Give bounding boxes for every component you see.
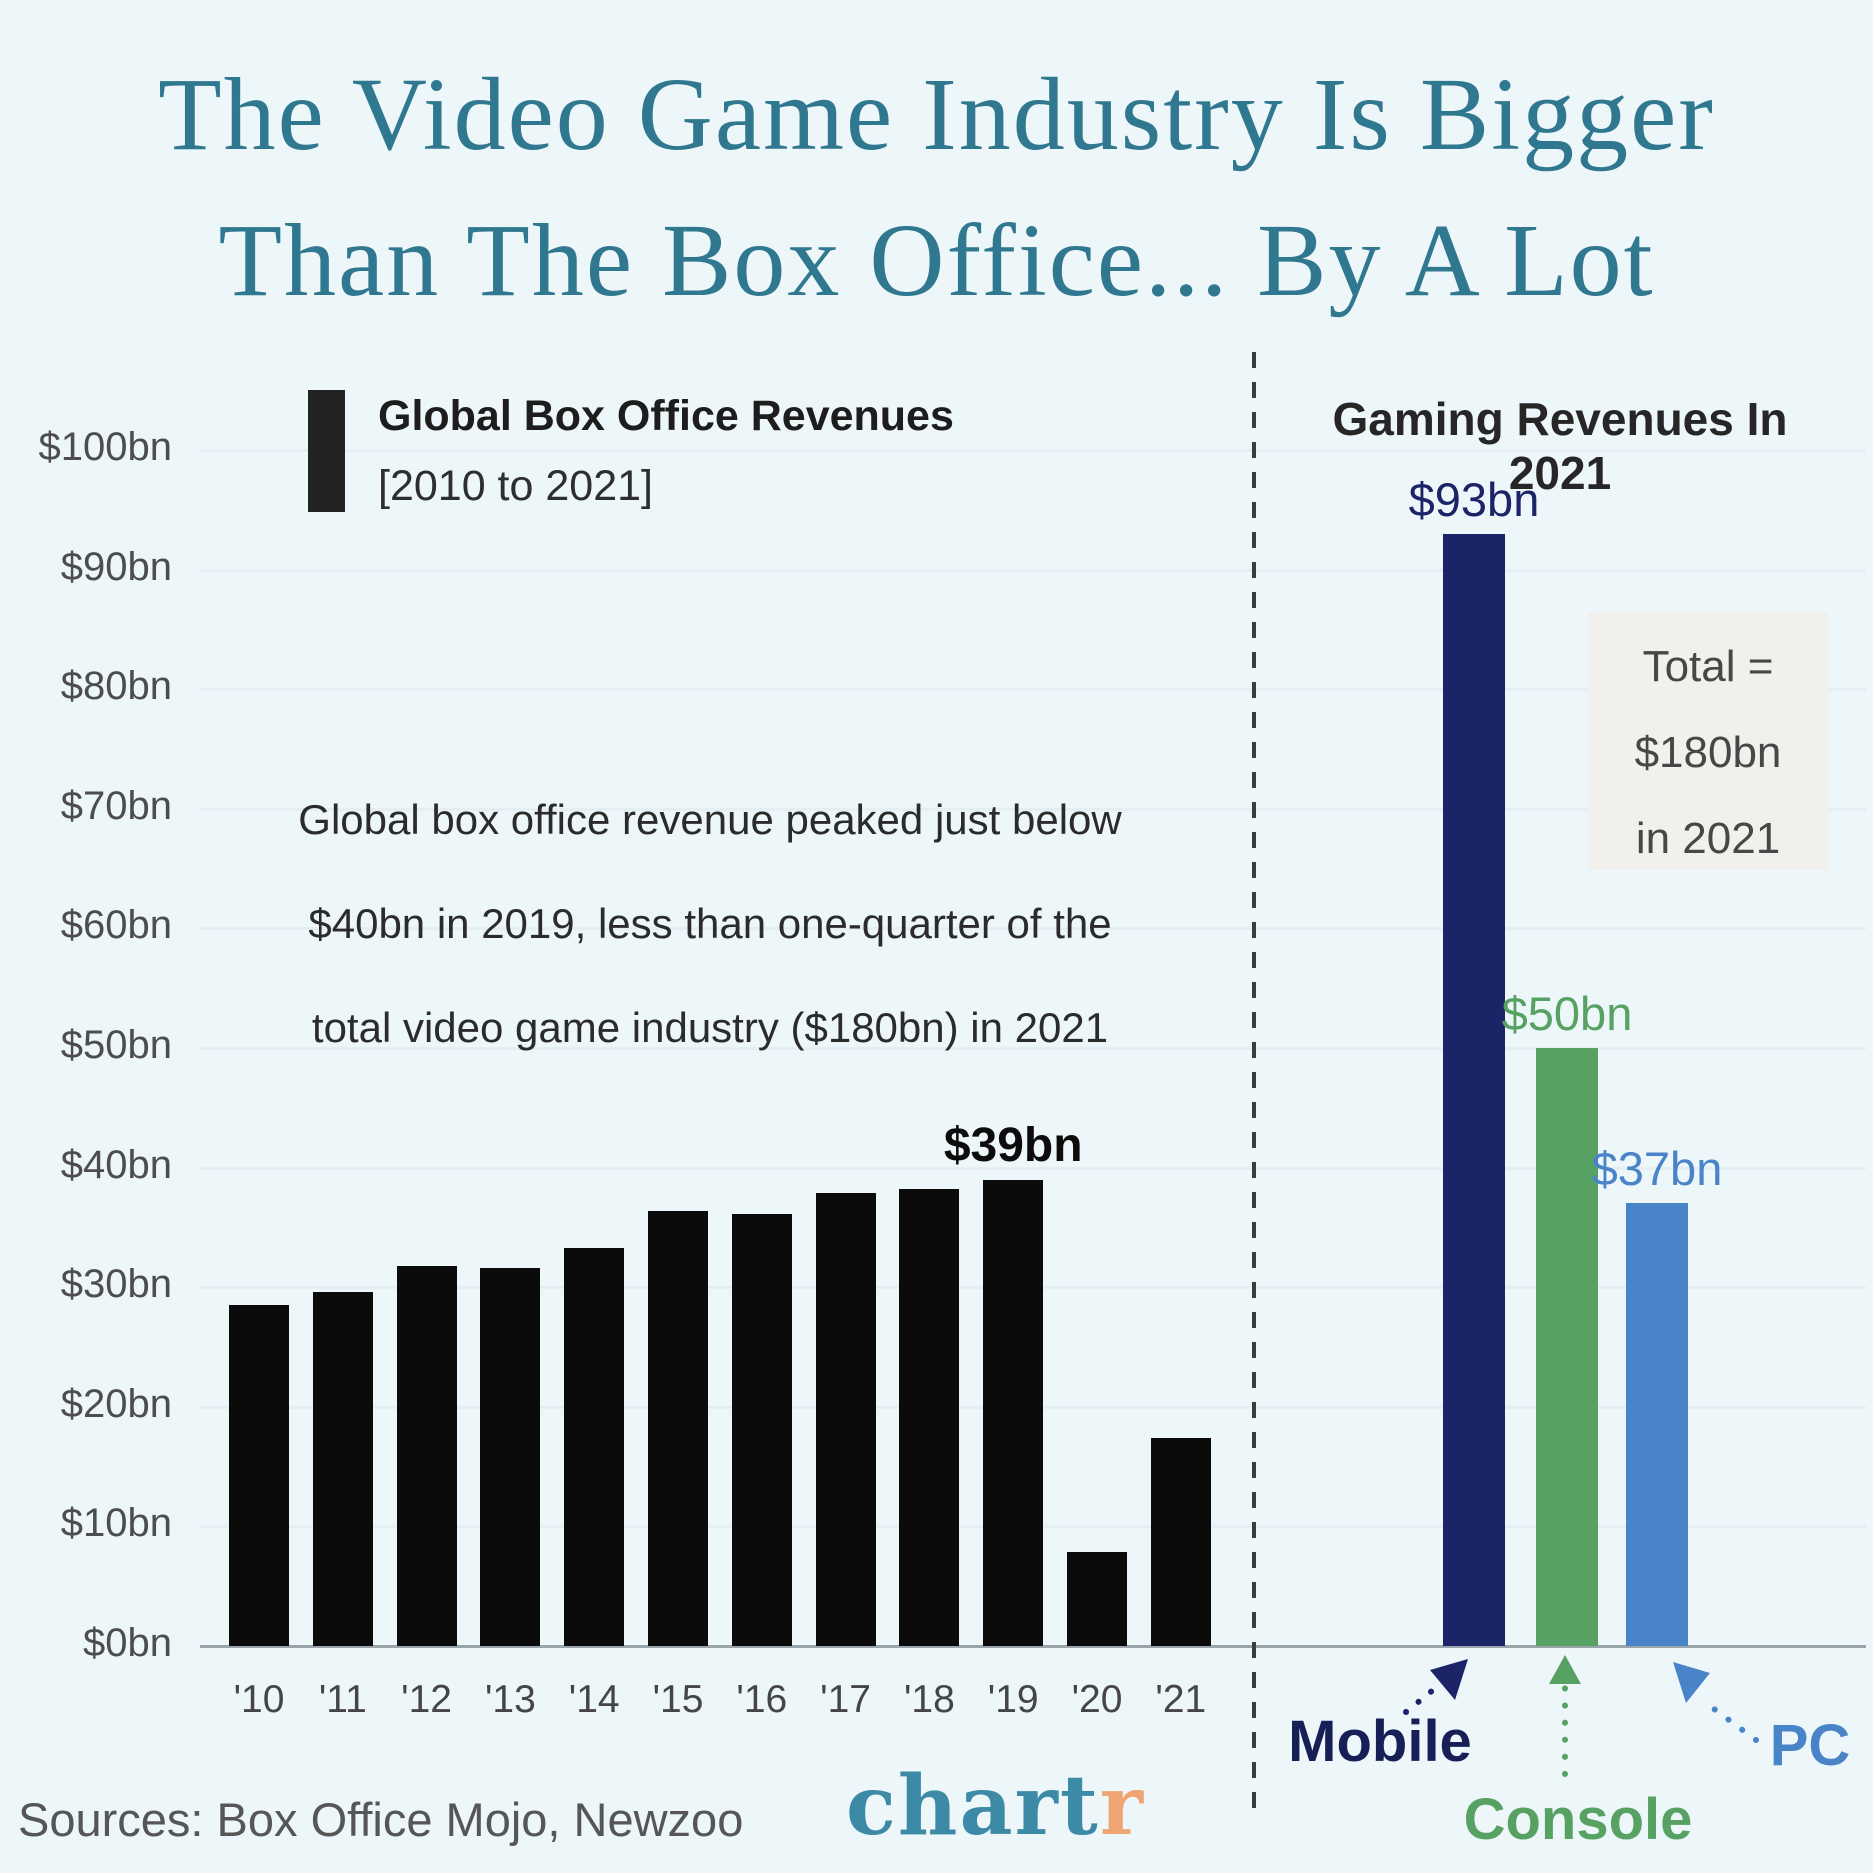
y-tick-$0bn: $0bn bbox=[83, 1621, 172, 1665]
x-tick-'12: '12 bbox=[401, 1678, 452, 1721]
panel-divider-dashed-line bbox=[1252, 352, 1256, 1822]
box-office-bar-'19 bbox=[983, 1179, 1044, 1646]
category-label-pc: PC bbox=[1769, 1713, 1851, 1778]
x-tick-'18: '18 bbox=[903, 1678, 955, 1721]
x-tick-'21: '21 bbox=[1155, 1678, 1207, 1721]
box-office-bar-'12 bbox=[396, 1265, 457, 1646]
annotation-line3: total video game industry ($180bn) in 20… bbox=[311, 1004, 1109, 1051]
gridline-$80bn bbox=[200, 688, 1866, 692]
x-tick-'19: '19 bbox=[987, 1678, 1039, 1721]
right-panel-header: Gaming Revenues In 2021 bbox=[1332, 393, 1788, 499]
box-office-bar-'14 bbox=[564, 1247, 625, 1646]
gaming-bar-console bbox=[1536, 1048, 1598, 1646]
gridline-$100bn bbox=[200, 449, 1866, 452]
y-tick-$80bn: $80bn bbox=[60, 664, 172, 709]
y-tick-$30bn: $30bn bbox=[60, 1262, 172, 1307]
page-title-line1: The Video Game Industry Is Bigger bbox=[158, 57, 1715, 172]
total-callout-box: Total = $180bn in 2021 bbox=[1588, 612, 1828, 870]
chartr-logo-r: r bbox=[1099, 1758, 1145, 1854]
sources-text: Sources: Box Office Mojo, Newzoo bbox=[18, 1793, 744, 1846]
peak-data-label: $39bn bbox=[943, 1118, 1083, 1172]
box-office-bar-'17 bbox=[815, 1192, 876, 1646]
x-tick-'14: '14 bbox=[568, 1678, 620, 1721]
x-tick-'17: '17 bbox=[820, 1678, 871, 1721]
legend-subtitle: [2010 to 2021] bbox=[378, 462, 653, 510]
box-office-bar-'20 bbox=[1067, 1551, 1127, 1646]
annotation-line2: $40bn in 2019, less than one-quarter of … bbox=[308, 900, 1112, 947]
x-axis-line bbox=[200, 1645, 1866, 1648]
gridline-$40bn bbox=[200, 1166, 1866, 1170]
y-tick-$50bn: $50bn bbox=[60, 1023, 172, 1067]
box-office-bar-'10 bbox=[229, 1305, 289, 1646]
box-office-bar-'13 bbox=[480, 1268, 541, 1646]
category-label-console: Console bbox=[1463, 1787, 1693, 1852]
gridline-$90bn bbox=[200, 568, 1866, 572]
x-tick-'16: '16 bbox=[736, 1678, 788, 1721]
box-office-bar-'21 bbox=[1150, 1437, 1211, 1646]
y-tick-$40bn: $40bn bbox=[60, 1142, 172, 1187]
total-line3: in 2021 bbox=[1635, 814, 1781, 863]
x-tick-'11: '11 bbox=[318, 1678, 367, 1721]
y-tick-$70bn: $70bn bbox=[60, 783, 172, 828]
page-title-line2: Than The Box Office... By A Lot bbox=[218, 203, 1655, 318]
legend-title: Global Box Office Revenues bbox=[378, 392, 954, 440]
y-tick-$90bn: $90bn bbox=[60, 544, 172, 589]
y-tick-$60bn: $60bn bbox=[60, 903, 172, 948]
x-tick-'15: '15 bbox=[652, 1678, 704, 1721]
chartr-logo-chart: chart bbox=[846, 1758, 1100, 1854]
x-tick-'10: '10 bbox=[233, 1678, 285, 1721]
value-label-mobile: $93bn bbox=[1408, 472, 1540, 526]
annotation-line1: Global box office revenue peaked just be… bbox=[298, 796, 1122, 843]
mobile-arrow-icon bbox=[1403, 1659, 1468, 1715]
box-office-bar-'15 bbox=[648, 1210, 708, 1646]
legend-swatch-black-bar bbox=[308, 390, 345, 512]
x-tick-'13: '13 bbox=[484, 1678, 536, 1721]
gaming-bar-pc bbox=[1626, 1203, 1688, 1646]
box-office-bar-'16 bbox=[731, 1214, 792, 1646]
category-label-mobile: Mobile bbox=[1288, 1709, 1472, 1774]
box-office-bar-'11 bbox=[312, 1291, 373, 1646]
page-title: The Video Game Industry Is Bigger Than T… bbox=[0, 42, 1873, 334]
value-label-console: $50bn bbox=[1501, 987, 1633, 1040]
gaming-bar-mobile bbox=[1443, 533, 1505, 1646]
box-office-bar-'18 bbox=[899, 1189, 960, 1646]
chartr-logo: chartr bbox=[846, 1758, 1145, 1854]
gridline-$60bn bbox=[200, 927, 1866, 931]
y-tick-$20bn: $20bn bbox=[60, 1381, 172, 1426]
x-tick-'20: '20 bbox=[1071, 1678, 1123, 1721]
value-label-pc: $37bn bbox=[1591, 1142, 1723, 1196]
total-line2: $180bn bbox=[1634, 728, 1782, 777]
y-tick-$100bn: $100bn bbox=[38, 425, 172, 469]
annotation-text: Global box office revenue peaked just be… bbox=[210, 768, 1210, 1080]
y-tick-$10bn: $10bn bbox=[60, 1501, 172, 1546]
total-line1: Total = bbox=[1642, 642, 1774, 691]
gridline-$50bn bbox=[200, 1047, 1866, 1050]
gridline-$70bn bbox=[200, 807, 1866, 811]
